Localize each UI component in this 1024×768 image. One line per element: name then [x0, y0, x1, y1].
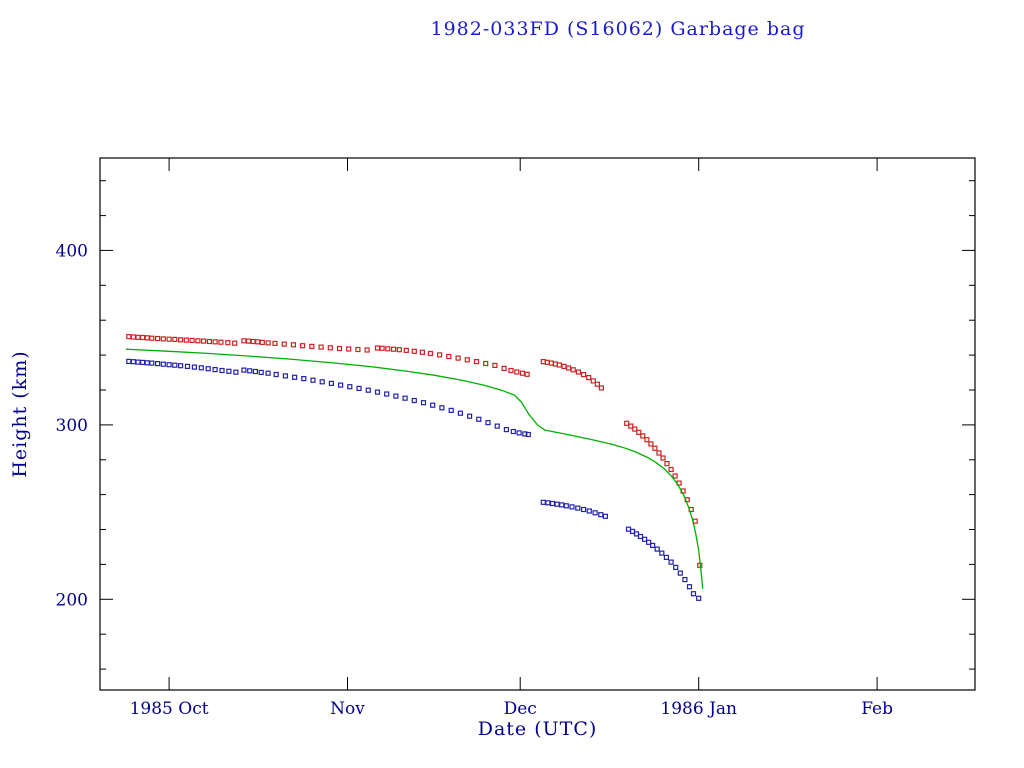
y-tick-label: 300 — [56, 416, 88, 436]
series-apogee-height — [126, 334, 703, 568]
x-tick-label: Nov — [330, 699, 365, 719]
series-perigee-height — [126, 358, 702, 601]
x-tick-label: Dec — [504, 699, 537, 719]
chart-title: 1982-033FD (S16062) Garbage bag — [430, 18, 806, 40]
x-axis-label: Date (UTC) — [477, 718, 598, 740]
y-axis-label: Height (km) — [9, 350, 31, 478]
plot-frame — [99, 157, 976, 691]
y-tick-label: 200 — [56, 590, 88, 610]
series-mean-height — [125, 348, 704, 589]
y-tick-label: 400 — [56, 241, 88, 261]
x-tick-label: 1986 Jan — [660, 699, 737, 719]
x-tick-label: 1985 Oct — [130, 699, 209, 719]
x-tick-label: Feb — [861, 699, 893, 719]
